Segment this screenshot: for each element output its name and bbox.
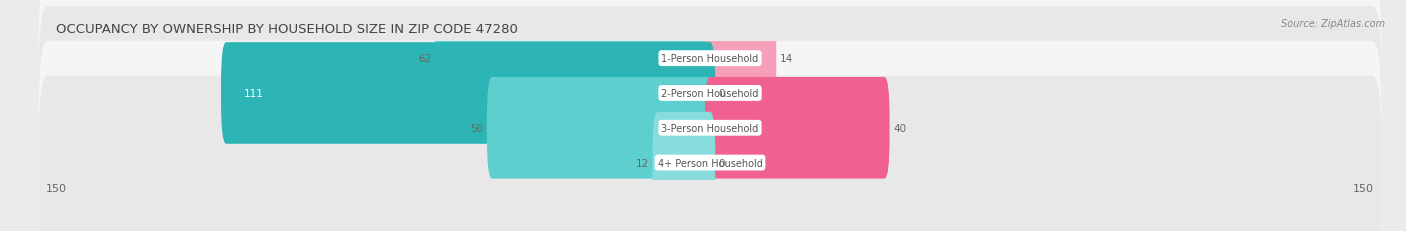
FancyBboxPatch shape xyxy=(652,112,716,213)
Text: 4+ Person Household: 4+ Person Household xyxy=(658,158,762,168)
FancyBboxPatch shape xyxy=(704,78,890,179)
Text: 0: 0 xyxy=(718,158,725,168)
Text: 62: 62 xyxy=(418,54,432,64)
Text: Source: ZipAtlas.com: Source: ZipAtlas.com xyxy=(1281,18,1385,28)
FancyBboxPatch shape xyxy=(39,42,1381,215)
FancyBboxPatch shape xyxy=(39,76,1381,231)
FancyBboxPatch shape xyxy=(704,8,776,109)
Text: 0: 0 xyxy=(718,88,725,99)
Text: 111: 111 xyxy=(243,88,263,99)
Text: 1-Person Household: 1-Person Household xyxy=(661,54,759,64)
FancyBboxPatch shape xyxy=(434,8,716,109)
FancyBboxPatch shape xyxy=(39,7,1381,180)
Text: 40: 40 xyxy=(893,123,907,133)
Text: 14: 14 xyxy=(780,54,793,64)
FancyBboxPatch shape xyxy=(221,43,716,144)
FancyBboxPatch shape xyxy=(39,0,1381,146)
FancyBboxPatch shape xyxy=(486,78,716,179)
Text: 12: 12 xyxy=(636,158,650,168)
Text: 50: 50 xyxy=(470,123,484,133)
Text: OCCUPANCY BY OWNERSHIP BY HOUSEHOLD SIZE IN ZIP CODE 47280: OCCUPANCY BY OWNERSHIP BY HOUSEHOLD SIZE… xyxy=(56,23,519,36)
Text: 3-Person Household: 3-Person Household xyxy=(661,123,759,133)
Text: 2-Person Household: 2-Person Household xyxy=(661,88,759,99)
